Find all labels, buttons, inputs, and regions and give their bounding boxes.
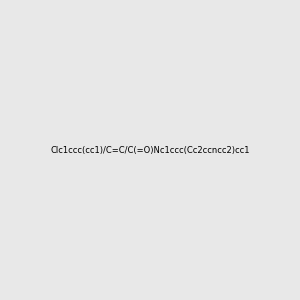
Text: Clc1ccc(cc1)/C=C/C(=O)Nc1ccc(Cc2ccncc2)cc1: Clc1ccc(cc1)/C=C/C(=O)Nc1ccc(Cc2ccncc2)c…: [50, 146, 250, 154]
